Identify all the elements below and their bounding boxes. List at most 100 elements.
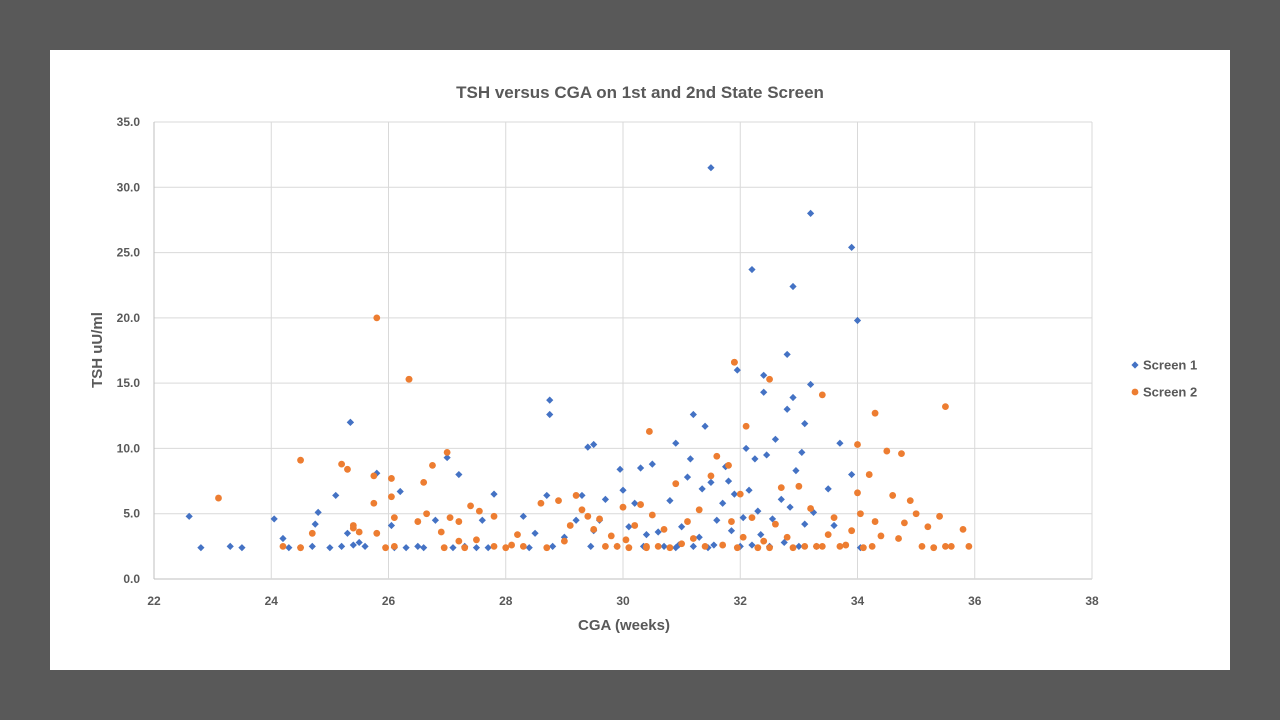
screen-2-point xyxy=(338,460,345,468)
screen-2-point xyxy=(754,544,762,552)
screen-2-point xyxy=(349,524,357,532)
screen-2-point xyxy=(713,452,721,460)
screen-2-point xyxy=(645,428,653,435)
screen-2-point xyxy=(684,518,691,525)
screen-2-point xyxy=(423,510,431,518)
screen-1-point xyxy=(455,470,463,479)
screen-2-point xyxy=(748,514,756,522)
screen-1-point xyxy=(185,512,193,520)
screen-2-point xyxy=(455,537,463,545)
screen-2-point xyxy=(344,465,351,473)
screen-2-point xyxy=(689,535,697,542)
screen-1-point xyxy=(789,393,797,402)
screen-2-point xyxy=(760,537,768,545)
screen-2-point xyxy=(725,462,732,469)
screen-2-point xyxy=(215,494,222,502)
legend-marker-screen-2 xyxy=(1131,388,1139,396)
screen-2-point xyxy=(631,522,639,529)
screen-2-point xyxy=(871,518,879,525)
screen-2-point xyxy=(490,512,498,520)
screen-1-point xyxy=(478,516,486,524)
screen-1-point xyxy=(343,529,352,537)
x-tick-label: 22 xyxy=(147,594,161,608)
screen-1-point xyxy=(754,507,762,515)
screen-1-point xyxy=(654,528,662,536)
screen-1-point xyxy=(308,542,316,550)
screen-1-point xyxy=(402,544,410,552)
screen-2-point xyxy=(502,544,510,552)
screen-1-point xyxy=(546,396,554,404)
screen-1-point xyxy=(332,491,340,500)
screen-2-point xyxy=(467,502,474,510)
screen-1-point xyxy=(783,350,791,359)
screen-2-point xyxy=(566,522,574,529)
screen-2-point xyxy=(672,480,680,488)
screen-2-point xyxy=(818,391,826,399)
screen-2-point xyxy=(857,510,864,518)
screen-1-point xyxy=(798,448,806,456)
screen-2-point xyxy=(901,519,908,527)
screen-1-point xyxy=(543,491,551,500)
screen-1-point xyxy=(853,316,862,325)
screen-1-point xyxy=(713,516,721,524)
screen-1-point xyxy=(801,520,809,528)
screen-1-point xyxy=(695,533,703,541)
screen-2-point xyxy=(390,542,398,550)
screen-2-point xyxy=(728,518,735,525)
y-tick-label: 20.0 xyxy=(117,311,141,325)
screen-1-point xyxy=(707,478,715,486)
x-tick-label: 32 xyxy=(734,594,748,608)
chart-panel: TSH versus CGA on 1st and 2nd State Scre… xyxy=(50,50,1230,670)
screen-2-point xyxy=(783,533,791,541)
screen-1-point xyxy=(783,405,791,413)
screen-2-point xyxy=(766,544,773,552)
y-tick-label: 25.0 xyxy=(117,246,141,260)
screen-1-point xyxy=(311,520,319,528)
x-tick-labels: 22 24 26 28 30 32 34 36 38 xyxy=(147,594,1099,608)
screen-2-point xyxy=(719,541,727,549)
screen-1-point xyxy=(672,439,680,447)
screen-2-point xyxy=(475,507,483,515)
screen-2-point xyxy=(455,518,463,525)
screen-2-point xyxy=(868,542,876,550)
screen-1-point xyxy=(824,485,832,493)
screen-2-point xyxy=(906,497,914,505)
screen-1-point xyxy=(689,542,697,550)
screen-1-point xyxy=(619,486,627,494)
screen-2-point xyxy=(637,501,644,508)
y-tick-label: 0.0 xyxy=(123,572,140,586)
screen-1-point xyxy=(707,164,715,172)
screen-2-point xyxy=(440,544,448,552)
screen-2-point xyxy=(613,542,621,550)
screen-2-point xyxy=(742,422,750,430)
screen-1-point xyxy=(631,499,639,507)
screen-1-point xyxy=(601,495,610,503)
legend-label-screen-2: Screen 2 xyxy=(1143,385,1197,400)
screen-1-point xyxy=(780,538,788,547)
screen-2-point xyxy=(555,497,562,505)
screen-2-point xyxy=(390,514,398,522)
screen-2-point xyxy=(405,375,413,383)
screen-1-point xyxy=(689,410,697,419)
screen-1-point xyxy=(396,487,404,496)
screen-2-point xyxy=(648,511,656,519)
screen-1-point xyxy=(751,455,759,463)
data-points xyxy=(185,164,973,552)
screen-2-point xyxy=(695,506,703,514)
y-tick-label: 10.0 xyxy=(117,441,141,455)
screen-1-point xyxy=(625,523,633,531)
screen-2-point xyxy=(388,475,395,482)
screen-1-point xyxy=(197,544,205,552)
screen-2-point xyxy=(584,512,592,520)
screen-1-point xyxy=(387,521,396,530)
screen-1-point xyxy=(431,516,439,524)
screen-1-point xyxy=(238,544,246,552)
screen-1-point xyxy=(719,499,727,507)
screen-1-point xyxy=(616,465,624,473)
screen-2-point xyxy=(355,528,363,536)
screen-1-point xyxy=(701,422,709,430)
screen-1-point xyxy=(742,444,750,453)
y-axis-label: TSH uU/ml xyxy=(89,312,106,388)
screen-1-point xyxy=(745,486,753,494)
screen-2-point xyxy=(936,512,943,520)
